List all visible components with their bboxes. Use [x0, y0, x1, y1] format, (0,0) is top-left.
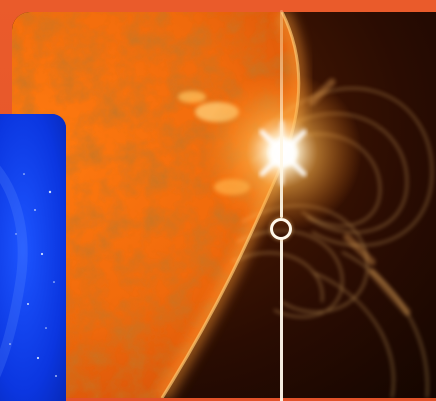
- solar-flare-image: [12, 12, 436, 398]
- corona-inset-image: [0, 114, 66, 401]
- indicator-line-bottom: [280, 238, 283, 401]
- sun-illustration: [12, 12, 436, 398]
- indicator-line-top: [280, 10, 283, 218]
- starfield-illustration: [0, 114, 66, 401]
- timeline-scrubber-icon[interactable]: [270, 218, 292, 240]
